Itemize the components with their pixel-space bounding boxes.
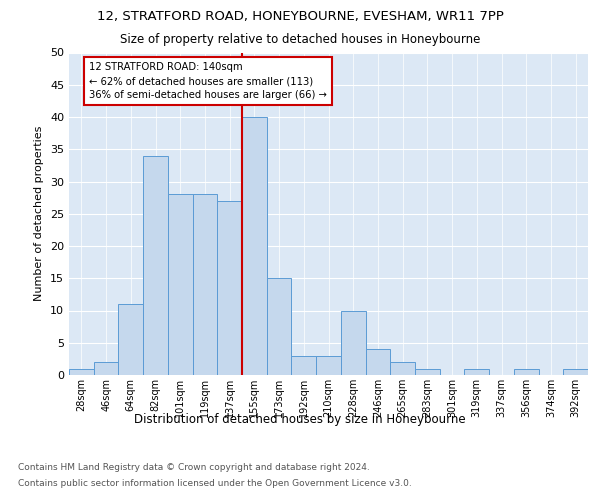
Bar xyxy=(415,368,440,375)
Bar xyxy=(242,117,267,375)
Bar xyxy=(143,156,168,375)
Text: 12, STRATFORD ROAD, HONEYBOURNE, EVESHAM, WR11 7PP: 12, STRATFORD ROAD, HONEYBOURNE, EVESHAM… xyxy=(97,10,503,23)
Bar xyxy=(365,349,390,375)
Text: Contains HM Land Registry data © Crown copyright and database right 2024.: Contains HM Land Registry data © Crown c… xyxy=(18,462,370,471)
Y-axis label: Number of detached properties: Number of detached properties xyxy=(34,126,44,302)
Bar xyxy=(563,368,588,375)
Bar xyxy=(514,368,539,375)
Bar xyxy=(69,368,94,375)
Text: Contains public sector information licensed under the Open Government Licence v3: Contains public sector information licen… xyxy=(18,479,412,488)
Bar xyxy=(390,362,415,375)
Bar xyxy=(316,356,341,375)
Bar xyxy=(118,304,143,375)
Bar xyxy=(292,356,316,375)
Text: 12 STRATFORD ROAD: 140sqm
← 62% of detached houses are smaller (113)
36% of semi: 12 STRATFORD ROAD: 140sqm ← 62% of detac… xyxy=(89,62,326,100)
Bar xyxy=(464,368,489,375)
Bar xyxy=(341,310,365,375)
Bar xyxy=(193,194,217,375)
Text: Distribution of detached houses by size in Honeybourne: Distribution of detached houses by size … xyxy=(134,412,466,426)
Bar xyxy=(168,194,193,375)
Bar xyxy=(267,278,292,375)
Bar xyxy=(94,362,118,375)
Text: Size of property relative to detached houses in Honeybourne: Size of property relative to detached ho… xyxy=(120,32,480,46)
Bar xyxy=(217,201,242,375)
